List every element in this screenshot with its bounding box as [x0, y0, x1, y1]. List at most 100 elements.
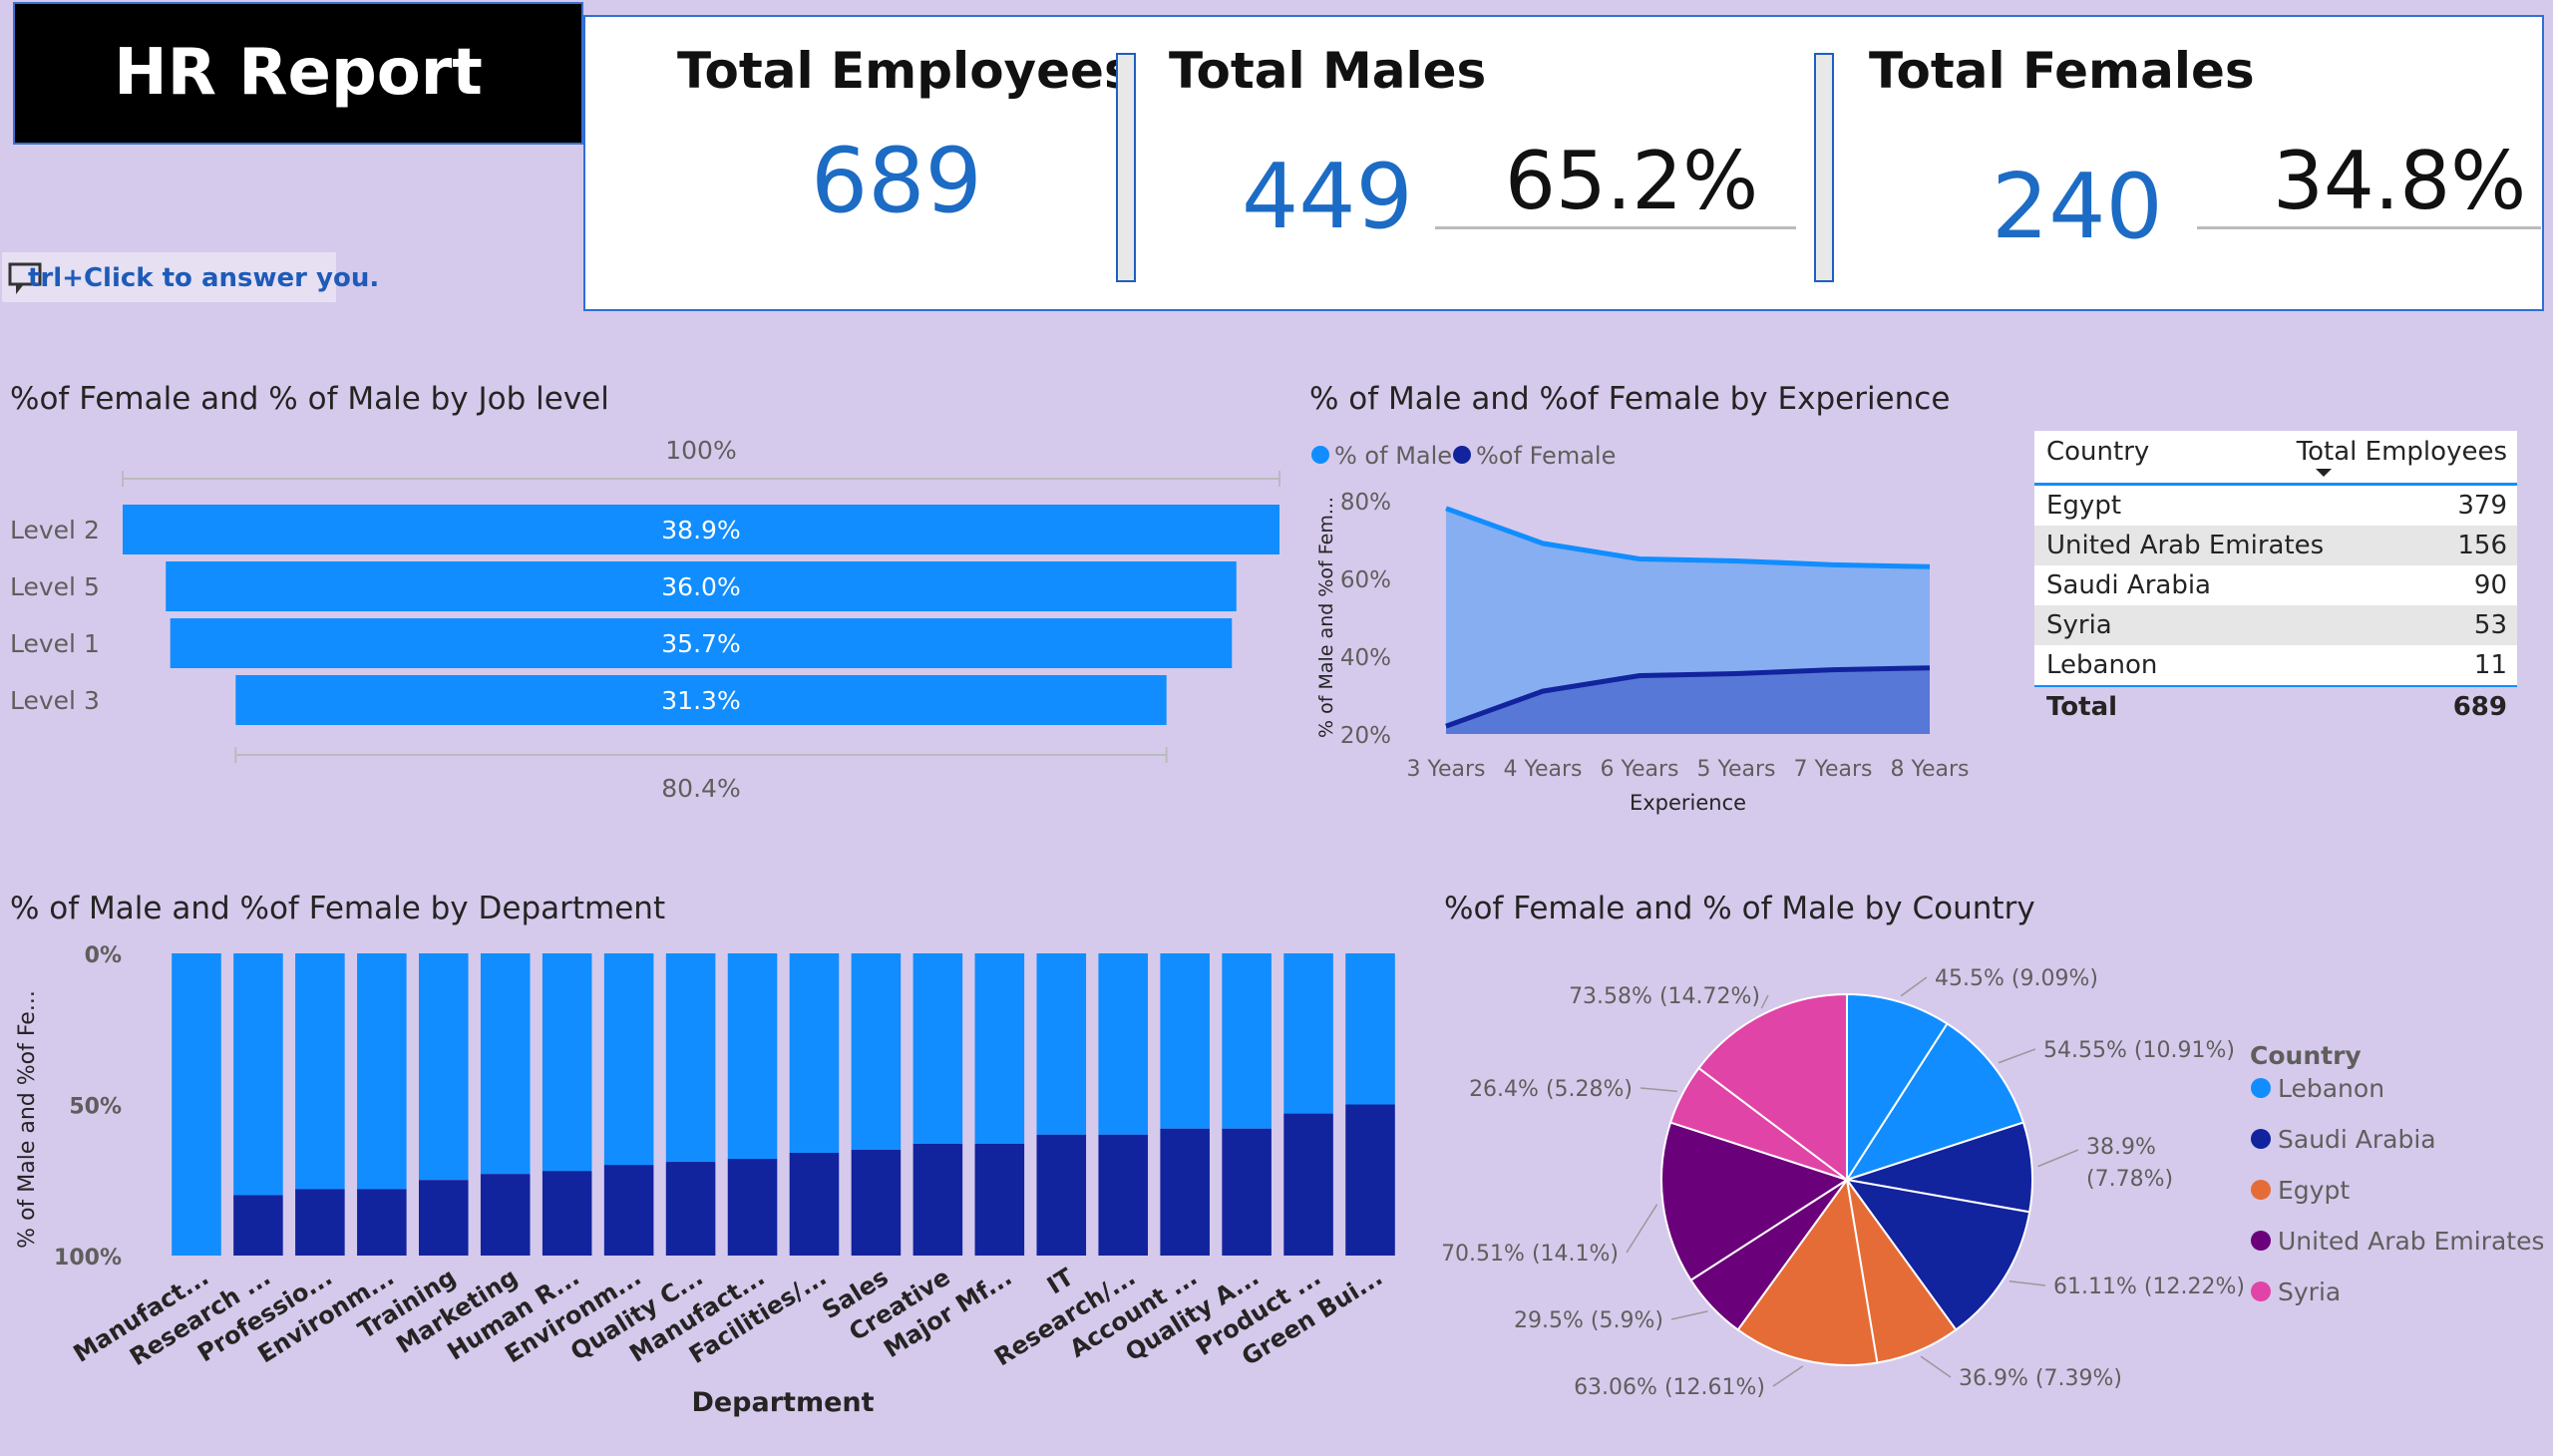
- dept-female-segment[interactable]: [1036, 1134, 1087, 1256]
- table-header[interactable]: Country Total Employees: [2034, 431, 2517, 483]
- dept-female-segment[interactable]: [295, 1189, 345, 1256]
- pie-slice[interactable]: [1697, 992, 1848, 1183]
- dept-male-segment[interactable]: [727, 953, 778, 1160]
- total-females-pct: 34.8%: [2273, 135, 2527, 227]
- pie-data-label: 36.9% (7.39%): [1959, 1366, 2122, 1391]
- funnel-bar[interactable]: [123, 505, 1279, 554]
- dept-female-segment[interactable]: [727, 1159, 778, 1256]
- pie-leader-line: [1998, 1048, 2036, 1064]
- area-title: % of Male and %of Female by Experience: [1309, 381, 1951, 417]
- pie-data-label: 63.06% (12.61%): [1574, 1375, 1765, 1400]
- legend-male-label[interactable]: % of Male: [1334, 442, 1452, 470]
- dept-male-segment[interactable]: [172, 953, 221, 1256]
- dept-female-segment[interactable]: [1283, 1113, 1333, 1256]
- pie-legend-label[interactable]: Lebanon: [2278, 1074, 2384, 1103]
- dept-male-segment[interactable]: [1283, 953, 1333, 1114]
- table-cell-country: Saudi Arabia: [2046, 570, 2211, 600]
- table-header-total[interactable]: Total Employees: [2296, 437, 2507, 467]
- funnel-bar[interactable]: [235, 675, 1167, 725]
- table-header-rule: [2034, 483, 2517, 486]
- dept-female-segment[interactable]: [1098, 1134, 1149, 1256]
- table-row[interactable]: Lebanon 11: [2034, 645, 2517, 685]
- pie-data-label: (7.78%): [2086, 1167, 2173, 1192]
- dept-female-segment[interactable]: [1345, 1104, 1395, 1257]
- x-tick-label: 3 Years: [1406, 757, 1485, 782]
- dept-male-segment[interactable]: [480, 953, 531, 1175]
- y-tick-label: 80%: [1340, 490, 1391, 516]
- dept-male-segment[interactable]: [851, 953, 902, 1150]
- pie-leader-line: [1760, 994, 1769, 1009]
- pie-legend-label[interactable]: Saudi Arabia: [2278, 1125, 2436, 1154]
- funnel-bar-label: 36.0%: [661, 572, 740, 601]
- dept-female-segment[interactable]: [665, 1162, 716, 1256]
- pie-slice[interactable]: [1846, 1121, 2033, 1214]
- funnel-bar[interactable]: [170, 618, 1233, 668]
- dept-male-segment[interactable]: [1345, 953, 1395, 1105]
- qa-hint-chip[interactable]: trl+Click to answer you.: [2, 252, 379, 302]
- pie-leader-line: [1920, 1355, 1952, 1378]
- table-row[interactable]: United Arab Emirates 156: [2034, 526, 2517, 565]
- table-cell-country: Egypt: [2046, 491, 2122, 521]
- dept-x-axis-title: Department: [691, 1387, 874, 1418]
- x-tick-label: 5 Years: [1696, 757, 1775, 782]
- dept-male-segment[interactable]: [1160, 953, 1210, 1129]
- pie-leader-line: [1640, 1087, 1677, 1093]
- female-line[interactable]: [1445, 665, 1931, 729]
- pie-data-label: 29.5% (5.9%): [1514, 1308, 1663, 1333]
- table-cell-country: Syria: [2046, 610, 2112, 640]
- dept-female-segment[interactable]: [418, 1180, 469, 1256]
- separator-bar: [1116, 53, 1136, 282]
- table-row[interactable]: Saudi Arabia 90: [2034, 565, 2517, 605]
- area-y-axis-title: % of Male and %of Fem...: [1315, 497, 1337, 738]
- dept-female-segment[interactable]: [357, 1189, 407, 1256]
- table-total-rule: [2034, 685, 2517, 687]
- table-row[interactable]: Syria 53: [2034, 605, 2517, 645]
- table-cell-total: 90: [2473, 570, 2507, 600]
- dept-male-segment[interactable]: [912, 953, 963, 1144]
- dept-female-segment[interactable]: [233, 1195, 283, 1256]
- legend-female-marker: [1453, 446, 1471, 464]
- dept-male-segment[interactable]: [357, 953, 407, 1190]
- dept-female-segment[interactable]: [789, 1152, 840, 1256]
- pie-slice[interactable]: [1844, 1178, 2031, 1331]
- dept-female-segment[interactable]: [603, 1165, 654, 1256]
- dept-title: % of Male and %of Female by Department: [10, 891, 666, 926]
- dept-male-segment[interactable]: [233, 953, 283, 1196]
- dept-male-segment[interactable]: [295, 953, 345, 1190]
- funnel-bar[interactable]: [166, 561, 1237, 611]
- pie-legend-label[interactable]: Egypt: [2278, 1176, 2350, 1205]
- dept-male-segment[interactable]: [665, 953, 716, 1163]
- table-header-country[interactable]: Country: [2046, 437, 2150, 467]
- dept-female-segment[interactable]: [542, 1171, 592, 1256]
- dept-male-segment[interactable]: [974, 953, 1025, 1144]
- dept-female-segment[interactable]: [851, 1149, 902, 1256]
- dept-female-segment[interactable]: [974, 1143, 1025, 1256]
- dept-male-segment[interactable]: [1222, 953, 1272, 1129]
- pie-slice[interactable]: [1736, 1177, 1879, 1366]
- dept-male-segment[interactable]: [789, 953, 840, 1153]
- pie-legend-marker: [2251, 1078, 2271, 1098]
- funnel-bar-label: 31.3%: [661, 686, 740, 715]
- pie-data-label: 70.51% (14.1%): [1441, 1242, 1619, 1267]
- dept-female-segment[interactable]: [480, 1174, 531, 1256]
- dept-female-segment[interactable]: [1160, 1128, 1210, 1256]
- dept-male-segment[interactable]: [603, 953, 654, 1166]
- dept-male-segment[interactable]: [1098, 953, 1149, 1135]
- female-area[interactable]: [1446, 667, 1930, 734]
- legend-female-label[interactable]: %of Female: [1476, 442, 1616, 470]
- dept-female-segment[interactable]: [1222, 1128, 1272, 1256]
- table-cell-total: 156: [2457, 531, 2507, 560]
- dept-male-segment[interactable]: [1036, 953, 1087, 1135]
- pie-slice[interactable]: [1846, 992, 1949, 1184]
- pie-leader-line: [1900, 976, 1928, 997]
- table-row[interactable]: Egypt 379: [2034, 486, 2517, 526]
- male-line[interactable]: [1445, 506, 1931, 569]
- dept-male-segment[interactable]: [418, 953, 469, 1181]
- pie-legend-label[interactable]: Syria: [2278, 1277, 2341, 1306]
- pie-slice[interactable]: [1660, 1121, 1850, 1282]
- total-employees-value: 689: [811, 129, 982, 233]
- pie-legend-label[interactable]: United Arab Emirates: [2278, 1227, 2543, 1256]
- dept-male-segment[interactable]: [542, 953, 592, 1172]
- dept-female-segment[interactable]: [912, 1143, 963, 1256]
- pie-slice[interactable]: [1844, 1022, 2025, 1182]
